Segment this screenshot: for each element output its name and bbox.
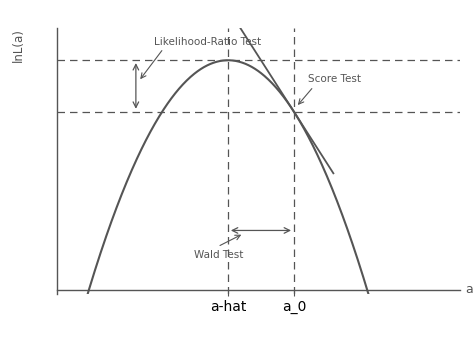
Text: a: a: [465, 283, 473, 296]
Text: lnL(a): lnL(a): [12, 28, 25, 62]
Text: Score Test: Score Test: [309, 73, 361, 83]
Text: Likelihood-Ratio Test: Likelihood-Ratio Test: [155, 37, 262, 47]
Text: Wald Test: Wald Test: [194, 250, 243, 260]
